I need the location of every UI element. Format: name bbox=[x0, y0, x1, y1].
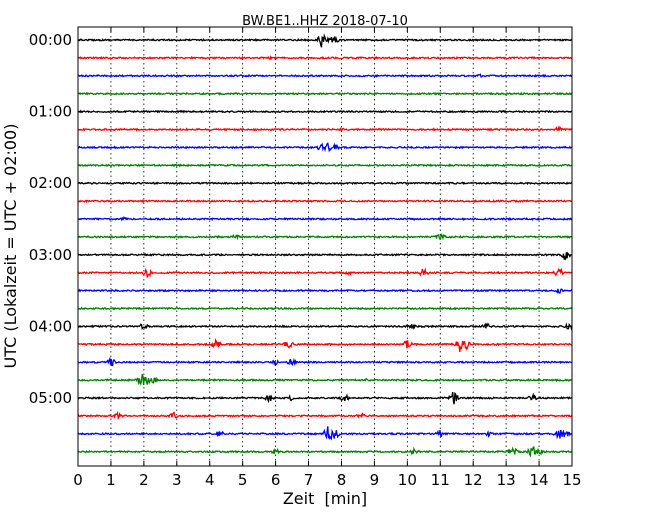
trace-line bbox=[77, 373, 573, 387]
trace-line bbox=[77, 142, 573, 153]
trace-line bbox=[77, 198, 573, 204]
x-tick-label: 8 bbox=[337, 471, 347, 489]
trace-line bbox=[77, 426, 573, 441]
x-tick-label: 14 bbox=[530, 471, 549, 489]
x-tick-label: 2 bbox=[139, 471, 149, 489]
y-tick-label: 00:00 bbox=[29, 31, 72, 49]
x-tick-label: 4 bbox=[205, 471, 215, 489]
x-tick-label: 11 bbox=[431, 471, 450, 489]
x-tick-label: 13 bbox=[497, 471, 516, 489]
trace-line bbox=[77, 446, 573, 458]
x-tick-label: 5 bbox=[238, 471, 248, 489]
y-tick-label: 01:00 bbox=[29, 103, 72, 121]
x-tick-label: 15 bbox=[562, 471, 581, 489]
trace-line bbox=[77, 216, 573, 222]
plot-frame bbox=[77, 26, 573, 467]
trace-line bbox=[77, 251, 573, 261]
trace-line bbox=[77, 55, 573, 61]
y-axis: 00:00 01:00 02:00 03:00 04:00 05:00 bbox=[29, 31, 572, 407]
trace-line bbox=[77, 233, 573, 241]
x-tick-label: 7 bbox=[304, 471, 314, 489]
trace-line bbox=[77, 356, 572, 367]
trace-line bbox=[77, 267, 573, 279]
x-tick-label: 6 bbox=[271, 471, 281, 489]
trace-line bbox=[77, 181, 573, 186]
y-tick-label: 03:00 bbox=[29, 246, 72, 264]
x-tick-label: 10 bbox=[398, 471, 417, 489]
x-tick-label: 3 bbox=[172, 471, 182, 489]
chart-title: BW.BE1..HHZ 2018-07-10 bbox=[242, 14, 408, 29]
trace-line bbox=[77, 73, 573, 78]
x-tick-label: 9 bbox=[370, 471, 380, 489]
trace-line bbox=[77, 163, 573, 168]
trace-line bbox=[77, 306, 573, 311]
trace-line bbox=[77, 33, 573, 48]
trace-line bbox=[77, 322, 573, 331]
traces bbox=[77, 33, 573, 458]
trace-line bbox=[77, 337, 573, 352]
trace-line bbox=[78, 391, 573, 405]
y-tick-label: 02:00 bbox=[29, 174, 72, 192]
y-axis-label: UTC (Lokalzeit = UTC + 02:00) bbox=[1, 124, 20, 369]
y-tick-label: 04:00 bbox=[29, 317, 72, 335]
trace-line bbox=[77, 125, 573, 132]
trace-line bbox=[78, 91, 573, 96]
x-axis: 0 1 2 3 4 5 6 7 8 9 10 11 12 13 14 15 bbox=[73, 27, 582, 489]
trace-line bbox=[77, 410, 573, 421]
x-tick-label: 12 bbox=[464, 471, 483, 489]
trace-line bbox=[77, 288, 573, 294]
x-axis-label: Zeit [min] bbox=[283, 489, 367, 508]
x-tick-label: 0 bbox=[73, 471, 83, 489]
y-tick-label: 05:00 bbox=[29, 389, 72, 407]
trace-line bbox=[77, 109, 573, 114]
x-tick-label: 1 bbox=[106, 471, 116, 489]
grid-lines bbox=[110, 27, 540, 466]
